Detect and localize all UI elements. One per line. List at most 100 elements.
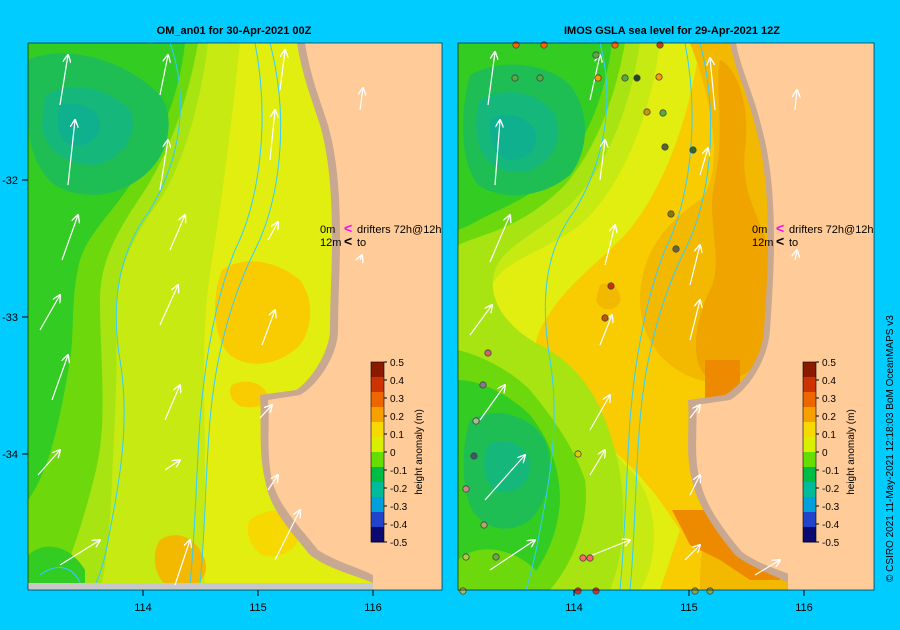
drifter-dot-icon xyxy=(611,41,619,49)
colorbar-tick-label: -0.1 xyxy=(390,466,408,477)
left-lon-axis: 114 115 116 xyxy=(134,590,382,614)
colorbar-swatch xyxy=(371,377,384,393)
colorbar-tick-label: 0.3 xyxy=(822,394,836,405)
current-arrow-icon xyxy=(159,55,168,96)
colorbar-swatch xyxy=(371,497,384,513)
current-arrow-icon xyxy=(484,455,525,501)
lon-tick-label: 114 xyxy=(134,602,152,614)
legend-drifters-text: drifters 72h@12h xyxy=(789,224,874,236)
colorbar-tick-label: 0.2 xyxy=(822,412,836,423)
current-arrow-icon xyxy=(684,545,700,561)
drifter-dot-icon xyxy=(592,51,600,59)
drifter-dot-icon xyxy=(540,41,548,49)
current-arrow-icon xyxy=(61,215,78,261)
colorbar-tick-label: -0.1 xyxy=(822,466,840,477)
current-arrow-icon xyxy=(259,405,272,419)
colorbar-tick-label: -0.4 xyxy=(822,520,840,531)
colorbar-tick-label: 0 xyxy=(390,448,396,459)
colorbar-swatch xyxy=(371,437,384,453)
current-arrow-icon xyxy=(267,475,278,491)
current-arrow-icon xyxy=(795,90,797,111)
right-lon-axis: 114 115 116 xyxy=(565,590,813,614)
drifter-dot-icon xyxy=(511,74,519,82)
left-colorbar: 0.5 0.4 0.3 0.2 0.1 0 -0.1 -0.2 -0.3 -0.4 -0.5 heig… xyxy=(370,358,425,549)
lon-tick-label: 115 xyxy=(249,602,267,614)
colorbar-tick-label: 0.5 xyxy=(822,358,836,369)
left-drifter-legend: 0m < drifters 72h@12h 12m < to xyxy=(320,220,442,249)
colorbar-swatch xyxy=(371,527,384,543)
drifter-dot-icon xyxy=(462,485,470,493)
drifter-dot-icon xyxy=(574,587,582,595)
current-arrow-icon xyxy=(487,52,495,106)
current-arrow-icon xyxy=(169,215,185,251)
current-arrow-icon xyxy=(795,250,797,261)
colorbar-swatch xyxy=(803,437,816,453)
drifter-dot-icon xyxy=(706,587,714,595)
current-arrow-icon xyxy=(59,540,100,566)
colorbar-tick-label: -0.3 xyxy=(822,502,840,513)
colorbar-tick-label: -0.4 xyxy=(390,520,408,531)
colorbar-swatch xyxy=(803,512,816,528)
drifter-dot-icon xyxy=(472,417,480,425)
colorbar-swatch xyxy=(803,467,816,483)
right-colorbar: 0.5 0.4 0.3 0.2 0.1 0 -0.1 -0.2 -0.3 -0.4 -0.5 heig… xyxy=(802,358,857,549)
colorbar-tick-label: 0.3 xyxy=(390,394,404,405)
current-arrow-icon xyxy=(489,215,510,263)
colorbar-swatch xyxy=(803,392,816,408)
legend-to-text: to xyxy=(789,237,798,249)
drifter-dot-icon xyxy=(656,41,664,49)
drifter-dot-icon xyxy=(672,245,680,253)
lon-tick-label: 116 xyxy=(795,602,813,614)
current-arrow-icon xyxy=(489,540,535,571)
right-panel-title: IMOS GSLA sea level for 29-Apr-2021 12Z xyxy=(564,25,780,37)
drifter-dot-icon xyxy=(470,452,478,460)
current-arrow-icon xyxy=(604,225,615,266)
colorbar-swatch xyxy=(803,377,816,393)
lon-tick-label: 115 xyxy=(680,602,698,614)
to-marker-icon: < xyxy=(344,233,352,249)
right-drifter-legend: 0m < drifters 72h@12h 12m < to xyxy=(752,220,874,249)
drifter-marker-icon: < xyxy=(344,220,352,236)
current-arrow-icon xyxy=(51,355,68,401)
drifter-dot-icon xyxy=(655,73,663,81)
colorbar-tick-label: 0.2 xyxy=(390,412,404,423)
lat-tick-label: -32 xyxy=(2,175,18,187)
drifter-dot-icon xyxy=(594,74,602,82)
to-marker-icon: < xyxy=(776,233,784,249)
current-arrow-icon xyxy=(279,50,285,91)
current-arrow-icon xyxy=(479,385,505,421)
credit-text: © CSIRO 2021 11-May-2021 12:18:03 BoM Oc… xyxy=(885,315,896,582)
drifter-dot-icon xyxy=(586,554,594,562)
colorbar-tick-label: -0.2 xyxy=(390,484,408,495)
drifter-dot-icon xyxy=(607,282,615,290)
drifter-dot-icon xyxy=(621,74,629,82)
current-arrow-icon xyxy=(164,385,180,421)
legend-depth-0m: 0m xyxy=(320,224,335,236)
left-coastline xyxy=(260,43,442,590)
current-arrow-icon xyxy=(164,460,180,471)
current-arrow-icon xyxy=(59,55,68,106)
lat-tick-label: -33 xyxy=(2,312,18,324)
colorbar-tick-label: -0.3 xyxy=(390,502,408,513)
current-arrow-icon xyxy=(589,450,605,476)
colorbar-swatch xyxy=(371,452,384,468)
colorbar-label: height anomaly (m) xyxy=(846,409,857,495)
drifter-dot-icon xyxy=(667,210,675,218)
current-arrow-icon xyxy=(360,255,362,260)
colorbar-swatch xyxy=(803,422,816,438)
colorbar-label: height anomaly (m) xyxy=(414,409,425,495)
lat-tick-label: -34 xyxy=(2,449,18,461)
current-arrow-icon xyxy=(360,88,363,111)
current-arrow-icon xyxy=(689,475,700,496)
current-arrow-icon xyxy=(689,300,700,341)
colorbar-swatch xyxy=(371,422,384,438)
left-sla-field xyxy=(28,43,373,590)
colorbar-tick-label: 0.1 xyxy=(390,430,404,441)
colorbar-swatch xyxy=(803,497,816,513)
drifter-dot-icon xyxy=(592,587,600,595)
drifter-dot-icon xyxy=(661,143,669,151)
colorbar-swatch xyxy=(371,392,384,408)
drifter-dot-icon xyxy=(536,74,544,82)
right-coastline xyxy=(688,43,874,583)
colorbar-tick-label: 0.1 xyxy=(822,430,836,441)
